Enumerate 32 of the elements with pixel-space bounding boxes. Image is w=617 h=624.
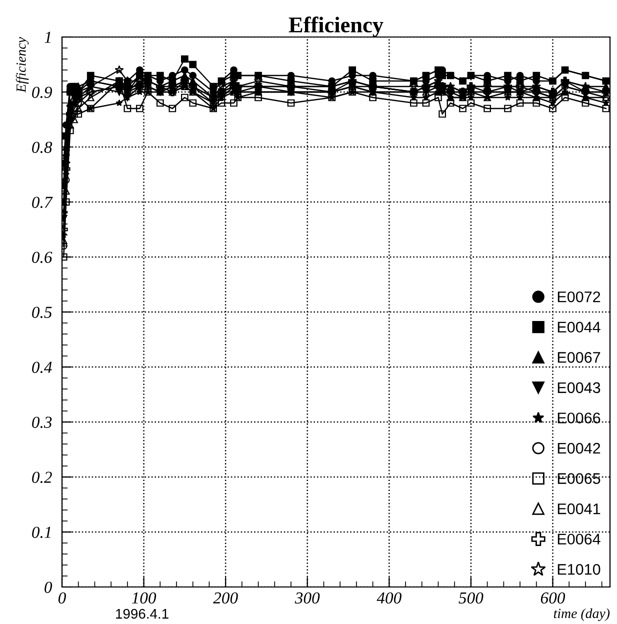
y-tick-label: 0.1 [32, 526, 50, 538]
chart-title: Efficiency [288, 16, 384, 37]
legend-label: E0066 [558, 412, 600, 424]
y-tick-label: 0.3 [32, 416, 52, 428]
y-tick-label: 0.7 [32, 196, 53, 208]
legend-label: E0042 [558, 442, 600, 454]
x-tick-label: 0 [58, 592, 66, 604]
y-tick-label: 0.6 [32, 252, 52, 264]
x-tick-label: 300 [294, 592, 320, 604]
y-tick-label: 0.2 [32, 472, 52, 484]
y-tick-label: 0 [44, 582, 52, 593]
x-tick-label: 100 [132, 592, 156, 604]
legend-label: E0065 [558, 473, 600, 484]
legend-label: E0041 [558, 503, 600, 514]
text: 1996.4.1 [116, 608, 168, 619]
x-tick-label: 400 [376, 592, 402, 604]
x-axis-title: time (day) [554, 608, 610, 621]
x-tick-label: 500 [458, 592, 484, 604]
y-tick-label: 1 [44, 32, 50, 43]
x-tick-label: 200 [213, 592, 238, 604]
y-tick-label: 0.8 [32, 142, 52, 154]
legend-label: E0043 [558, 382, 600, 394]
legend-label: E0064 [558, 534, 600, 545]
y-tick-label: 0.9 [32, 86, 52, 98]
legend-label: E1010 [558, 564, 600, 575]
legend-label: E0067 [558, 352, 600, 363]
x-tick-label: 600 [540, 592, 566, 604]
y-axis-title: Efficiency [16, 36, 29, 93]
y-tick-label: 0.4 [32, 362, 52, 374]
legend-label: E0044 [558, 322, 600, 333]
legend-label: E0072 [558, 291, 600, 302]
y-tick-label: 0.5 [32, 306, 52, 318]
